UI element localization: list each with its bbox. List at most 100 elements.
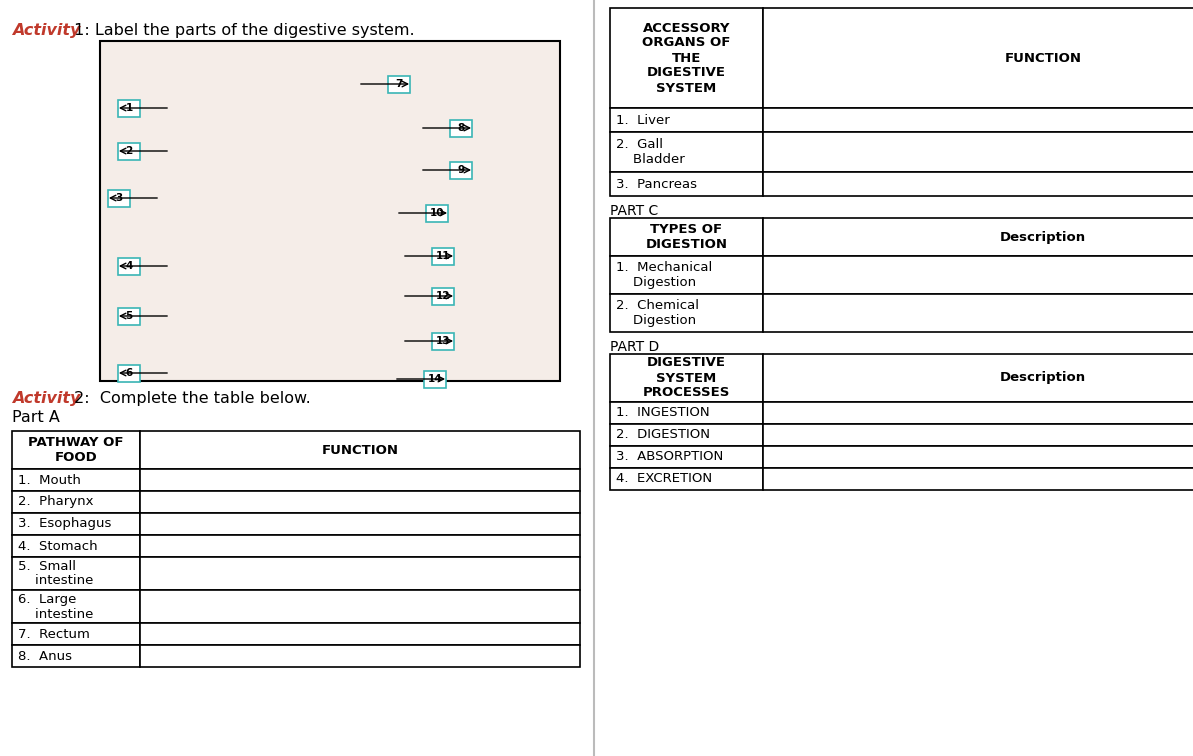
Bar: [424, 370, 446, 388]
Text: 3: 3: [116, 193, 123, 203]
Bar: [610, 294, 764, 332]
Text: TYPES OF
DIGESTION: TYPES OF DIGESTION: [645, 223, 728, 251]
Bar: [388, 76, 410, 92]
Bar: [764, 132, 1193, 172]
Bar: [12, 535, 140, 557]
Text: 6: 6: [125, 368, 132, 378]
Bar: [140, 623, 580, 645]
Bar: [12, 431, 140, 469]
Bar: [140, 645, 580, 667]
Text: 2.  Chemical
    Digestion: 2. Chemical Digestion: [616, 299, 699, 327]
Bar: [450, 162, 472, 178]
Text: FUNCTION: FUNCTION: [1005, 51, 1082, 64]
Text: 2.  DIGESTION: 2. DIGESTION: [616, 429, 710, 442]
Bar: [118, 100, 140, 116]
Bar: [140, 513, 580, 535]
Bar: [140, 590, 580, 623]
Bar: [610, 172, 764, 196]
Bar: [12, 469, 140, 491]
Text: 1.  Mechanical
    Digestion: 1. Mechanical Digestion: [616, 261, 712, 289]
Bar: [432, 287, 455, 305]
Text: 2:  Complete the table below.: 2: Complete the table below.: [69, 391, 310, 405]
Bar: [450, 119, 472, 137]
Bar: [764, 172, 1193, 196]
Bar: [140, 491, 580, 513]
Bar: [764, 294, 1193, 332]
Text: PART C: PART C: [610, 204, 659, 218]
Text: 9: 9: [457, 165, 464, 175]
Bar: [12, 557, 140, 590]
Bar: [764, 218, 1193, 256]
Text: 2.  Gall
    Bladder: 2. Gall Bladder: [616, 138, 685, 166]
Bar: [140, 557, 580, 590]
Bar: [109, 190, 130, 206]
Bar: [12, 491, 140, 513]
Text: Description: Description: [1000, 231, 1086, 243]
Bar: [12, 590, 140, 623]
Bar: [118, 142, 140, 160]
Bar: [610, 446, 764, 468]
Bar: [764, 256, 1193, 294]
Bar: [764, 8, 1193, 108]
Bar: [118, 308, 140, 324]
Bar: [12, 645, 140, 667]
Bar: [764, 402, 1193, 424]
Text: 3.  ABSORPTION: 3. ABSORPTION: [616, 451, 723, 463]
Bar: [432, 247, 455, 265]
Bar: [610, 132, 764, 172]
Bar: [426, 205, 449, 222]
Text: 4.  EXCRETION: 4. EXCRETION: [616, 472, 712, 485]
Text: PATHWAY OF
FOOD: PATHWAY OF FOOD: [29, 436, 124, 464]
Bar: [764, 446, 1193, 468]
Text: 1.  Mouth: 1. Mouth: [18, 473, 81, 487]
Bar: [432, 333, 455, 349]
Text: 1: Label the parts of the digestive system.: 1: Label the parts of the digestive syst…: [69, 23, 415, 38]
Bar: [12, 513, 140, 535]
Text: 5: 5: [125, 311, 132, 321]
Bar: [118, 258, 140, 274]
Text: 14: 14: [427, 374, 443, 384]
Bar: [764, 108, 1193, 132]
Bar: [764, 468, 1193, 490]
Text: 3.  Pancreas: 3. Pancreas: [616, 178, 697, 191]
Bar: [610, 354, 764, 402]
Bar: [140, 431, 580, 469]
Text: 1: 1: [125, 103, 132, 113]
Text: 1.  INGESTION: 1. INGESTION: [616, 407, 710, 420]
Text: DIGESTIVE
SYSTEM
PROCESSES: DIGESTIVE SYSTEM PROCESSES: [643, 357, 730, 399]
Bar: [610, 8, 764, 108]
Text: Activity: Activity: [12, 23, 80, 38]
Text: 12: 12: [435, 291, 450, 301]
Bar: [12, 623, 140, 645]
Text: ACCESSORY
ORGANS OF
THE
DIGESTIVE
SYSTEM: ACCESSORY ORGANS OF THE DIGESTIVE SYSTEM: [642, 21, 730, 94]
Text: 3.  Esophagus: 3. Esophagus: [18, 518, 111, 531]
Text: 5.  Small
    intestine: 5. Small intestine: [18, 559, 93, 587]
Text: 2.  Pharynx: 2. Pharynx: [18, 495, 93, 509]
Text: 11: 11: [435, 251, 450, 261]
Bar: [610, 108, 764, 132]
Text: Activity: Activity: [12, 391, 80, 405]
Bar: [118, 364, 140, 382]
Bar: [140, 469, 580, 491]
Text: 4: 4: [125, 261, 132, 271]
Text: Description: Description: [1000, 371, 1086, 385]
Bar: [610, 424, 764, 446]
Text: 4.  Stomach: 4. Stomach: [18, 540, 98, 553]
Bar: [100, 41, 560, 381]
Bar: [610, 218, 764, 256]
Text: 7: 7: [395, 79, 403, 89]
Text: 1.  Liver: 1. Liver: [616, 113, 669, 126]
Text: 2: 2: [125, 146, 132, 156]
Bar: [764, 354, 1193, 402]
Bar: [764, 424, 1193, 446]
Text: 7.  Rectum: 7. Rectum: [18, 627, 89, 640]
Text: Part A: Part A: [12, 411, 60, 426]
Text: 8.  Anus: 8. Anus: [18, 649, 72, 662]
Text: FUNCTION: FUNCTION: [321, 444, 398, 457]
Bar: [140, 535, 580, 557]
Text: PART D: PART D: [610, 340, 660, 354]
Text: 6.  Large
    intestine: 6. Large intestine: [18, 593, 93, 621]
Text: 10: 10: [429, 208, 444, 218]
Text: 8: 8: [457, 123, 464, 133]
Bar: [610, 402, 764, 424]
